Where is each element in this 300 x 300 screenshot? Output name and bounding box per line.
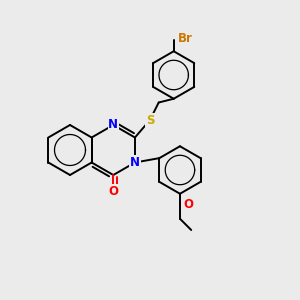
Text: N: N [130,156,140,169]
Text: Br: Br [178,32,192,45]
Text: O: O [108,185,118,198]
Text: O: O [184,199,194,212]
Text: N: N [108,118,118,131]
Text: S: S [146,113,154,127]
